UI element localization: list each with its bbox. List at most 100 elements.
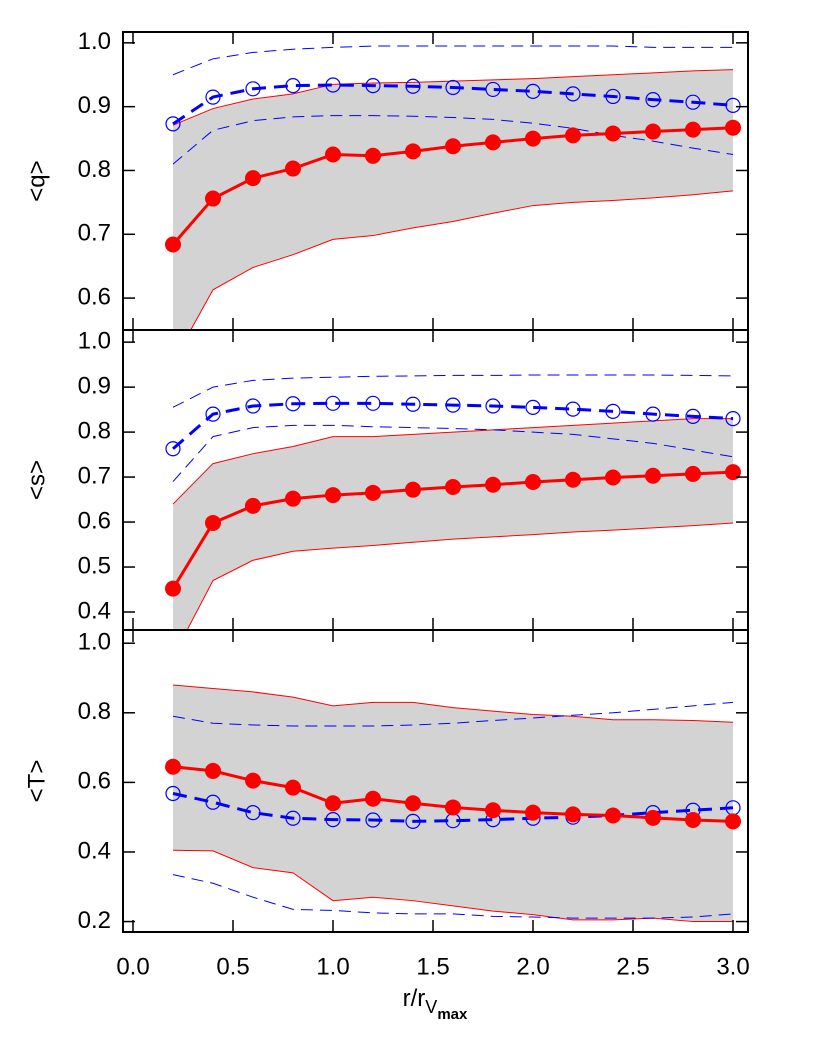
marker: [325, 146, 341, 163]
marker: [525, 83, 541, 99]
marker: [245, 81, 261, 97]
marker: [605, 125, 621, 142]
y-tick-label: 1.0: [78, 629, 111, 656]
marker: [205, 762, 221, 779]
marker: [725, 97, 741, 113]
x-tick-label: 1.5: [416, 953, 449, 980]
marker: [485, 476, 501, 493]
marker: [165, 758, 181, 775]
plot-area: [165, 684, 741, 923]
marker: [365, 790, 381, 807]
marker: [165, 441, 181, 457]
marker: [485, 81, 501, 98]
band-edge: [190, 190, 734, 330]
marker: [685, 121, 701, 138]
marker: [365, 812, 381, 828]
marker: [645, 123, 661, 140]
marker: [405, 813, 421, 829]
marker: [285, 779, 301, 796]
y-tick-label: 1.0: [78, 28, 111, 55]
marker: [525, 130, 541, 147]
y-tick-label: 0.4: [78, 837, 111, 864]
marker: [485, 134, 501, 151]
marker: [565, 127, 581, 144]
marker: [485, 398, 501, 414]
marker: [325, 395, 341, 411]
marker: [365, 484, 381, 501]
y-tick-label: 0.8: [78, 156, 111, 183]
band-fill: [173, 418, 733, 630]
plot-area: [165, 45, 741, 330]
marker: [165, 116, 181, 132]
marker: [725, 813, 741, 830]
marker: [405, 143, 421, 160]
marker: [325, 487, 341, 504]
marker: [245, 772, 261, 789]
series-line: [172, 401, 734, 450]
marker: [205, 406, 221, 422]
marker: [445, 799, 461, 816]
marker: [525, 804, 541, 821]
marker: [165, 580, 181, 597]
x-axis-label-main: r/r: [403, 985, 426, 1012]
band-edge: [172, 418, 733, 505]
y-tick-label: 1.0: [78, 327, 111, 354]
series-line: [172, 45, 733, 76]
marker: [205, 89, 221, 105]
marker: [525, 474, 541, 491]
series-line: [172, 83, 734, 126]
marker: [445, 79, 461, 96]
x-tick-label: 1.0: [316, 953, 349, 980]
y-tick-label: 0.8: [78, 698, 111, 725]
y-axis-label: <s>: [23, 460, 50, 500]
marker: [245, 398, 261, 414]
marker: [645, 467, 661, 484]
marker: [645, 406, 661, 422]
band-edge: [186, 522, 734, 630]
marker: [165, 236, 181, 253]
marker: [725, 411, 741, 427]
marker: [285, 810, 301, 826]
marker: [365, 147, 381, 164]
x-tick-label: 2.5: [616, 953, 649, 980]
marker: [205, 514, 221, 531]
band-edge: [172, 684, 734, 723]
y-tick-label: 0.6: [78, 768, 111, 795]
y-axis-label: <q>: [23, 160, 50, 201]
marker: [605, 403, 621, 420]
x-tick-label: 2.0: [516, 953, 549, 980]
y-tick-label: 0.5: [78, 552, 111, 579]
marker: [405, 396, 421, 412]
marker: [605, 469, 621, 486]
series-line: [172, 115, 734, 165]
band-fill: [173, 69, 733, 330]
marker: [605, 807, 621, 824]
marker: [285, 78, 301, 94]
marker: [405, 78, 421, 94]
marker: [325, 77, 341, 93]
band-edge: [172, 849, 733, 923]
plot-area: [165, 374, 741, 630]
marker: [285, 396, 301, 412]
frame: [122, 629, 749, 933]
marker: [725, 119, 741, 136]
y-tick-label: 0.9: [78, 372, 111, 399]
y-tick-label: 0.2: [78, 907, 111, 934]
marker: [445, 138, 461, 155]
y-tick-label: 0.4: [78, 597, 111, 624]
y-tick-label: 0.6: [78, 507, 111, 534]
marker: [405, 795, 421, 812]
marker: [165, 785, 181, 802]
band-edge: [172, 69, 734, 126]
marker: [725, 464, 741, 481]
y-tick-label: 0.7: [78, 462, 111, 489]
marker: [245, 170, 261, 187]
marker: [565, 401, 581, 417]
series-line: [172, 792, 734, 823]
x-axis-label: r/rVmax: [403, 985, 468, 1023]
marker: [245, 805, 261, 821]
series-line: [172, 374, 734, 408]
marker: [685, 811, 701, 828]
